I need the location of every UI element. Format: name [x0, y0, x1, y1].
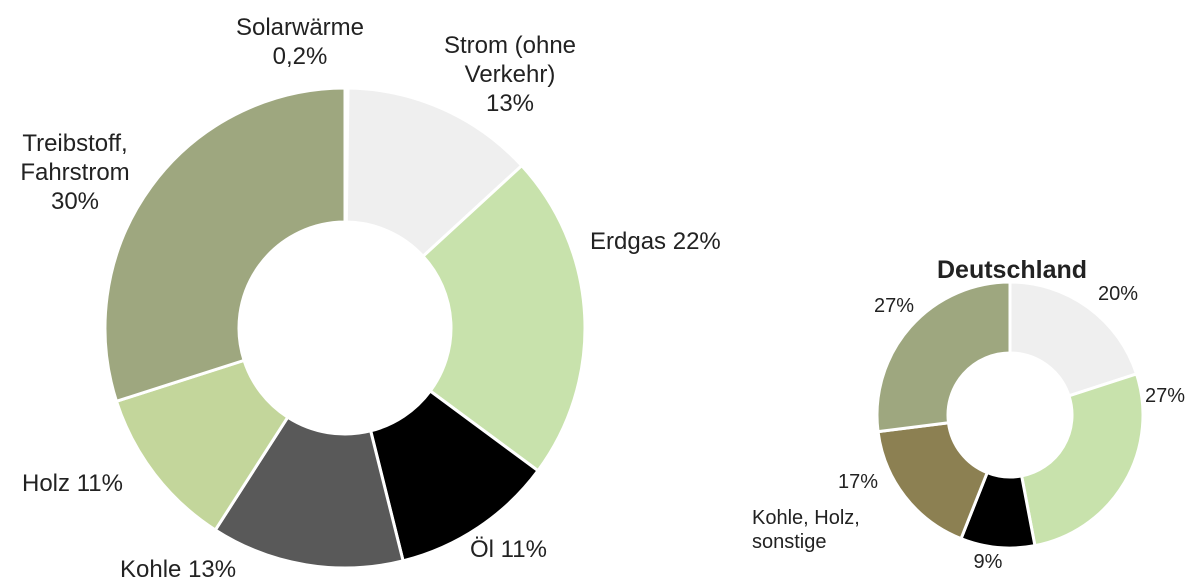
value-label: 27% — [873, 295, 915, 317]
slice-label: Treibstoff, Fahrstrom 30% — [10, 130, 140, 216]
slice-label: Erdgas 22% — [590, 228, 790, 257]
slice-label: Solarwärme 0,2% — [200, 14, 400, 72]
value-label: 17% — [837, 471, 879, 493]
slice — [1019, 372, 1145, 548]
chart-title: Deutschland — [936, 256, 1088, 284]
slice-label: Strom (ohne Verkehr) 13% — [430, 32, 590, 118]
slice — [875, 280, 1012, 434]
value-label: 20% — [1097, 283, 1139, 305]
category-label: Holz — [22, 470, 71, 497]
value-label: 11% — [76, 470, 123, 497]
slice — [213, 415, 405, 570]
category-label: Solarwärme — [235, 14, 365, 41]
value-label: 13% — [485, 89, 535, 117]
slice-label: Öl 11% — [470, 536, 630, 565]
category-label: Strom (ohne Verkehr) — [443, 32, 577, 88]
slice — [344, 86, 524, 259]
category-label: Treibstoff, Fahrstrom — [20, 130, 130, 186]
category-label: Erdgas — [590, 228, 667, 255]
slice-label: Holz 11% — [22, 470, 182, 499]
slice — [420, 163, 587, 473]
category-label: Kohle, Holz, sonstige — [752, 507, 860, 553]
slice — [103, 86, 347, 404]
value-label: 13% — [188, 556, 237, 583]
slice — [1008, 280, 1139, 398]
category-label: Öl — [470, 536, 494, 563]
value-label: 30% — [50, 187, 100, 215]
value-label: 0,2% — [272, 42, 328, 70]
value-label: 9% — [973, 551, 1003, 573]
category-label: Kohle — [120, 556, 182, 583]
slice-label: Kohle 13% — [120, 556, 320, 585]
value-label: 27% — [1144, 385, 1186, 407]
value-label: 22% — [672, 228, 721, 255]
value-label: 11% — [500, 536, 547, 563]
